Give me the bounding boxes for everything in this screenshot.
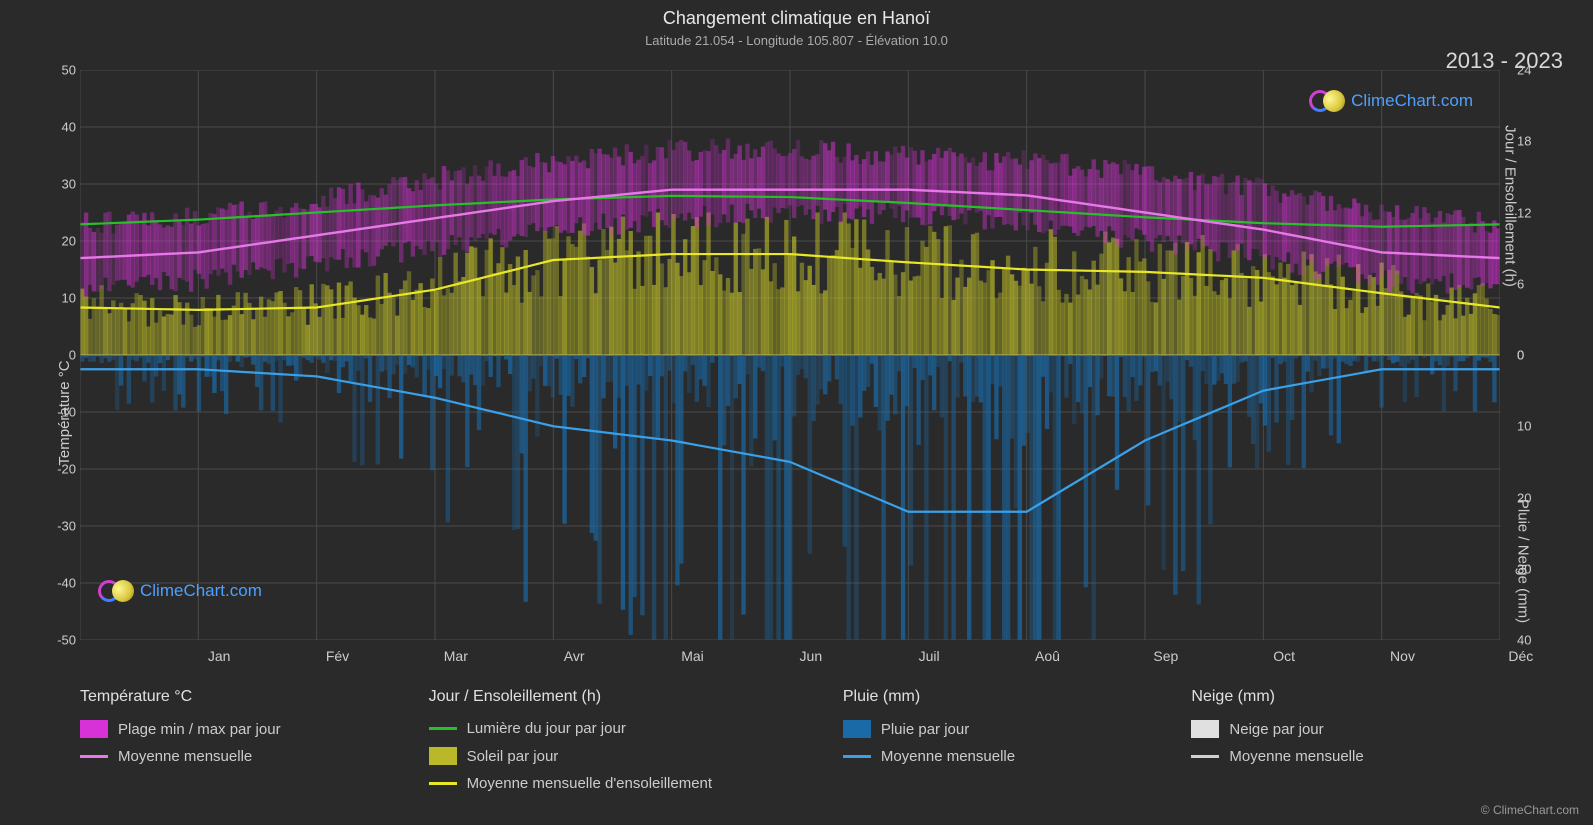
logo-sun-icon <box>112 580 134 602</box>
legend-item: Soleil par jour <box>429 747 823 765</box>
y-left-tick: 30 <box>48 177 76 192</box>
legend-line-swatch <box>843 755 871 758</box>
logo-sun-icon <box>1323 90 1345 112</box>
y-right-top-tick: 18 <box>1517 134 1545 149</box>
chart-subtitle: Latitude 21.054 - Longitude 105.807 - Él… <box>0 29 1593 48</box>
x-month-label: Juil <box>919 648 940 664</box>
y-right-bottom-tick: 10 <box>1517 419 1545 434</box>
x-month-label: Nov <box>1390 648 1415 664</box>
y-right-bottom-tick: 30 <box>1517 561 1545 576</box>
legend-item-label: Moyenne mensuelle <box>118 748 252 765</box>
brand-text: ClimeChart.com <box>1351 91 1473 111</box>
legend-group: Neige (mm) Neige par jour Moyenne mensuell… <box>1191 688 1520 792</box>
y-right-top-tick: 6 <box>1517 276 1545 291</box>
y-left-tick: -30 <box>48 519 76 534</box>
y-left-tick: 0 <box>48 348 76 363</box>
legend-line-swatch <box>429 727 457 730</box>
legend-item: Neige par jour <box>1191 720 1520 738</box>
legend-line-swatch <box>80 755 108 758</box>
climate-chart <box>80 70 1500 640</box>
legend-item: Moyenne mensuelle d'ensoleillement <box>429 775 823 792</box>
x-month-label: Fév <box>326 648 349 664</box>
legend-item-label: Lumière du jour par jour <box>467 720 626 737</box>
legend-item: Lumière du jour par jour <box>429 720 823 737</box>
y-left-tick: 50 <box>48 63 76 78</box>
legend-item: Moyenne mensuelle <box>843 748 1172 765</box>
legend-group: Pluie (mm) Pluie par jour Moyenne mensuell… <box>843 688 1172 792</box>
y-right-top-tick: 24 <box>1517 63 1545 78</box>
y-right-bottom-tick: 0 <box>1517 348 1545 363</box>
y-right-top-tick: 12 <box>1517 205 1545 220</box>
legend-group-title: Neige (mm) <box>1191 688 1520 706</box>
y-left-tick: 20 <box>48 234 76 249</box>
legend-line-swatch <box>429 782 457 785</box>
x-month-label: Jan <box>208 648 231 664</box>
x-month-label: Déc <box>1508 648 1533 664</box>
legend-item-label: Plage min / max par jour <box>118 721 281 738</box>
legend-group: Température °C Plage min / max par jour Mo… <box>80 688 409 792</box>
x-month-label: Mai <box>681 648 704 664</box>
legend-group-title: Température °C <box>80 688 409 706</box>
legend-group-title: Pluie (mm) <box>843 688 1172 706</box>
y-left-tick: -20 <box>48 462 76 477</box>
legend-fill-swatch <box>429 747 457 765</box>
y-left-tick: 10 <box>48 291 76 306</box>
brand-logo-bottom: ClimeChart.com <box>98 580 262 602</box>
legend-group-title: Jour / Ensoleillement (h) <box>429 688 823 706</box>
x-month-label: Mar <box>444 648 468 664</box>
chart-area: JanFévMarAvrMaiJunJuilAoûSepOctNovDéc <box>80 70 1500 640</box>
legend: Température °C Plage min / max par jour Mo… <box>80 688 1520 792</box>
x-month-label: Sep <box>1153 648 1178 664</box>
x-month-label: Avr <box>564 648 585 664</box>
brand-text: ClimeChart.com <box>140 581 262 601</box>
y-left-tick: -10 <box>48 405 76 420</box>
y-left-tick: -40 <box>48 576 76 591</box>
legend-item: Pluie par jour <box>843 720 1172 738</box>
y-left-tick: 40 <box>48 120 76 135</box>
legend-line-swatch <box>1191 755 1219 758</box>
legend-fill-swatch <box>843 720 871 738</box>
y-left-tick: -50 <box>48 633 76 648</box>
legend-item-label: Pluie par jour <box>881 721 969 738</box>
legend-item-label: Neige par jour <box>1229 721 1323 738</box>
legend-fill-swatch <box>1191 720 1219 738</box>
legend-item-label: Moyenne mensuelle <box>1229 748 1363 765</box>
legend-item: Moyenne mensuelle <box>80 748 409 765</box>
legend-item: Plage min / max par jour <box>80 720 409 738</box>
legend-group: Jour / Ensoleillement (h) Lumière du jour… <box>429 688 823 792</box>
chart-title: Changement climatique en Hanoï <box>0 0 1593 29</box>
legend-item: Moyenne mensuelle <box>1191 748 1520 765</box>
legend-item-label: Soleil par jour <box>467 748 559 765</box>
copyright: © ClimeChart.com <box>1481 803 1579 817</box>
legend-item-label: Moyenne mensuelle d'ensoleillement <box>467 775 713 792</box>
y-right-bottom-tick: 20 <box>1517 490 1545 505</box>
x-month-label: Oct <box>1273 648 1295 664</box>
legend-fill-swatch <box>80 720 108 738</box>
x-month-label: Aoû <box>1035 648 1060 664</box>
brand-logo-top: ClimeChart.com <box>1309 90 1473 112</box>
y-right-bottom-tick: 40 <box>1517 633 1545 648</box>
x-month-label: Jun <box>800 648 823 664</box>
legend-item-label: Moyenne mensuelle <box>881 748 1015 765</box>
